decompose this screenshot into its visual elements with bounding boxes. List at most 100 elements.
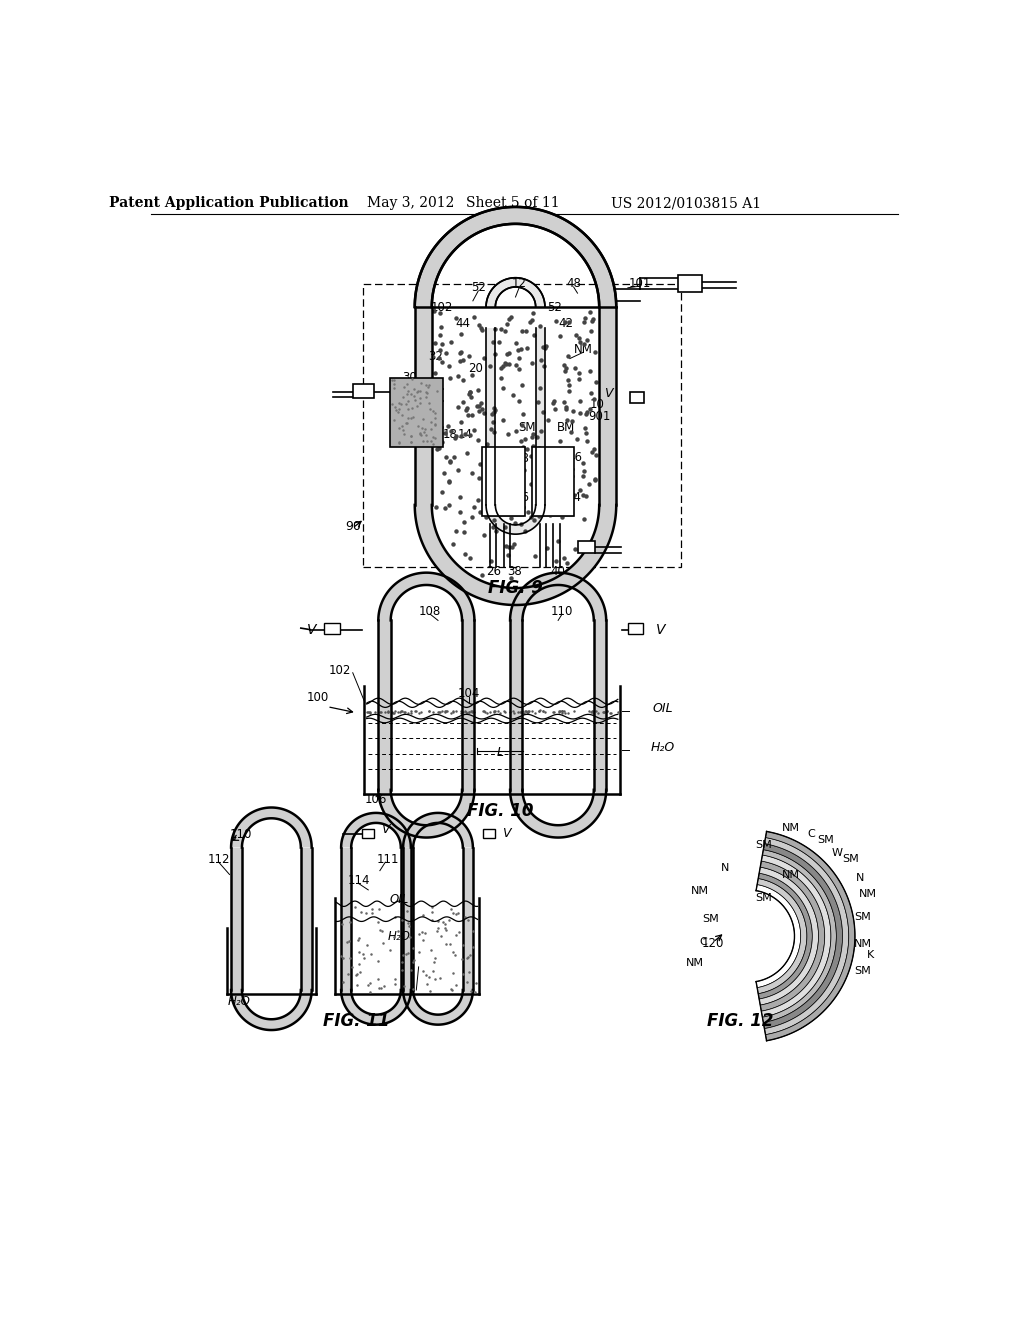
Text: 46: 46: [567, 450, 583, 463]
Text: 90: 90: [345, 520, 360, 533]
Polygon shape: [378, 789, 474, 837]
Text: 12: 12: [512, 277, 527, 290]
Bar: [390, 378, 442, 447]
Text: Sheet 5 of 11: Sheet 5 of 11: [466, 197, 560, 210]
Polygon shape: [536, 327, 545, 506]
Bar: [483, 829, 496, 838]
Text: SM: SM: [817, 834, 834, 845]
Text: NM: NM: [573, 343, 592, 356]
Text: N: N: [856, 874, 864, 883]
Polygon shape: [756, 884, 801, 987]
Text: 106: 106: [365, 793, 387, 807]
Polygon shape: [766, 832, 855, 1040]
Text: H₂O: H₂O: [650, 741, 675, 754]
Polygon shape: [403, 813, 473, 847]
Text: Patent Application Publication: Patent Application Publication: [109, 197, 348, 210]
Text: NM: NM: [781, 870, 800, 879]
Text: 32: 32: [428, 350, 443, 363]
Text: 18: 18: [442, 428, 457, 441]
Text: V: V: [502, 828, 510, 841]
Text: C: C: [699, 937, 707, 948]
Bar: [630, 392, 644, 404]
Polygon shape: [378, 573, 474, 620]
Text: V: V: [307, 623, 316, 636]
Polygon shape: [415, 506, 616, 605]
Polygon shape: [341, 813, 411, 847]
Polygon shape: [301, 847, 311, 990]
Text: 40: 40: [550, 565, 565, 578]
Polygon shape: [486, 506, 545, 535]
Text: V: V: [655, 623, 666, 636]
Text: C: C: [808, 829, 815, 840]
Polygon shape: [462, 620, 474, 789]
Text: May 3, 2012: May 3, 2012: [368, 197, 455, 210]
Text: 100: 100: [307, 690, 329, 704]
Bar: [482, 447, 524, 516]
Text: SM: SM: [854, 912, 871, 921]
Text: W: W: [831, 847, 843, 858]
Polygon shape: [510, 620, 522, 789]
Polygon shape: [415, 207, 616, 308]
Polygon shape: [341, 847, 351, 990]
Text: 111: 111: [377, 853, 399, 866]
Polygon shape: [486, 327, 496, 506]
Polygon shape: [510, 789, 606, 837]
Polygon shape: [403, 847, 414, 990]
Text: 102: 102: [329, 664, 351, 677]
Text: 24: 24: [566, 491, 582, 504]
Polygon shape: [594, 620, 606, 789]
Polygon shape: [765, 837, 849, 1035]
Polygon shape: [415, 308, 432, 506]
Text: K: K: [867, 950, 874, 961]
Polygon shape: [231, 847, 242, 990]
Text: 101: 101: [629, 277, 650, 289]
Text: 26: 26: [486, 565, 502, 578]
Text: 38: 38: [507, 565, 522, 578]
Bar: [352, 384, 375, 397]
Text: 42: 42: [558, 317, 573, 330]
Polygon shape: [400, 847, 411, 990]
Polygon shape: [759, 867, 818, 1005]
Polygon shape: [231, 990, 311, 1030]
Text: 44: 44: [456, 317, 470, 330]
Bar: [362, 284, 681, 568]
Bar: [678, 275, 701, 292]
Polygon shape: [599, 308, 616, 506]
Text: 120: 120: [701, 937, 724, 950]
Text: 20: 20: [469, 362, 483, 375]
Polygon shape: [757, 879, 807, 994]
Polygon shape: [341, 990, 411, 1024]
Polygon shape: [378, 620, 391, 789]
Polygon shape: [758, 873, 812, 999]
Text: SM: SM: [854, 966, 871, 975]
Text: 102: 102: [431, 301, 453, 314]
Bar: [362, 829, 375, 838]
Text: 104: 104: [458, 686, 480, 700]
Polygon shape: [760, 861, 824, 1011]
Bar: [628, 623, 643, 635]
Bar: [531, 447, 574, 516]
Text: 110: 110: [229, 828, 252, 841]
Text: 108: 108: [419, 605, 441, 618]
Polygon shape: [763, 843, 843, 1028]
Text: BM: BM: [557, 421, 575, 434]
Text: FIG. 10: FIG. 10: [467, 803, 534, 820]
Text: N: N: [721, 863, 729, 874]
Text: L: L: [497, 746, 504, 759]
Text: 14: 14: [458, 428, 473, 441]
Polygon shape: [231, 808, 311, 847]
Text: FIG. 12: FIG. 12: [707, 1012, 773, 1030]
Text: SM: SM: [755, 841, 772, 850]
Text: H₂O: H₂O: [227, 995, 250, 1008]
Text: SM: SM: [843, 854, 859, 865]
Text: 30: 30: [402, 371, 417, 384]
Polygon shape: [463, 847, 473, 990]
Text: 48: 48: [566, 277, 581, 290]
Text: SM: SM: [518, 421, 536, 434]
Text: FIG. 9: FIG. 9: [488, 579, 543, 597]
Text: 22: 22: [421, 408, 436, 421]
Text: 16: 16: [514, 491, 529, 504]
Text: 901: 901: [588, 409, 610, 422]
Text: 114: 114: [348, 874, 371, 887]
Text: NM: NM: [686, 958, 705, 968]
